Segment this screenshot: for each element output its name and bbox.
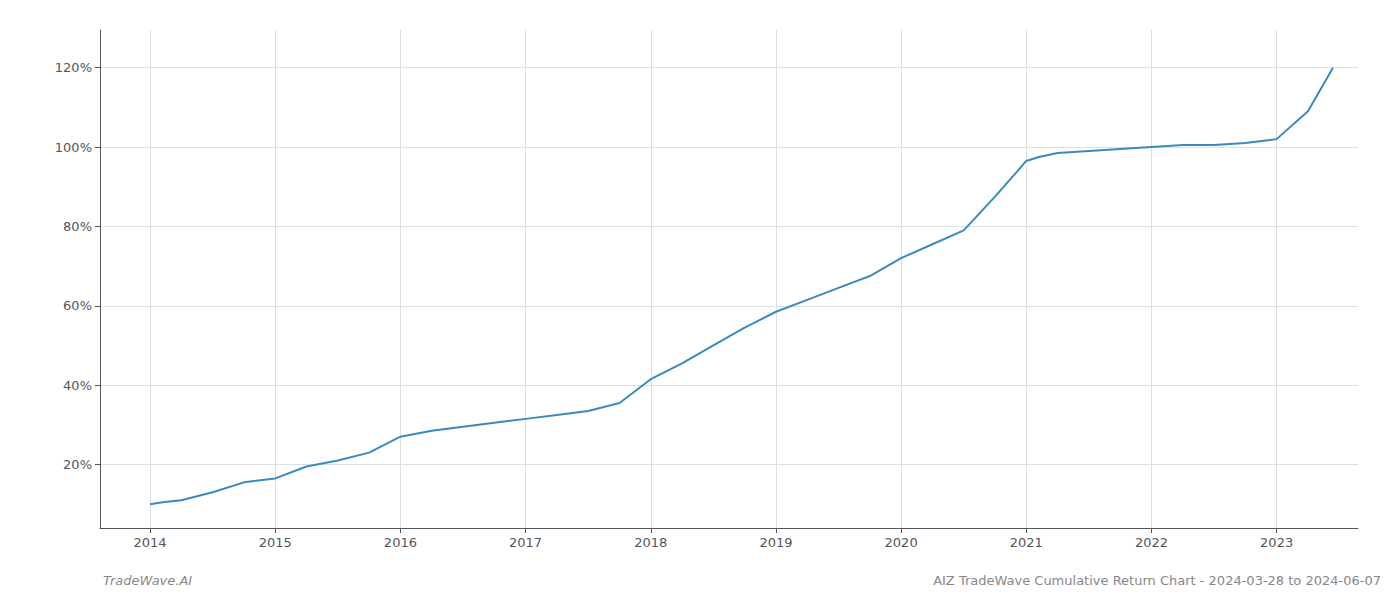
- svg-text:80%: 80%: [63, 219, 92, 234]
- svg-text:60%: 60%: [63, 298, 92, 313]
- svg-text:2021: 2021: [1010, 535, 1043, 550]
- svg-text:TradeWave.AI: TradeWave.AI: [103, 573, 192, 588]
- svg-text:40%: 40%: [63, 378, 92, 393]
- svg-text:2023: 2023: [1260, 535, 1293, 550]
- svg-text:2022: 2022: [1135, 535, 1168, 550]
- svg-text:100%: 100%: [55, 140, 92, 155]
- svg-text:2016: 2016: [384, 535, 417, 550]
- svg-text:2020: 2020: [885, 535, 918, 550]
- svg-text:20%: 20%: [63, 457, 92, 472]
- svg-text:2018: 2018: [634, 535, 667, 550]
- svg-text:120%: 120%: [55, 60, 92, 75]
- svg-text:2019: 2019: [759, 535, 792, 550]
- svg-text:2015: 2015: [259, 535, 292, 550]
- svg-text:AIZ TradeWave Cumulative Retur: AIZ TradeWave Cumulative Return Chart - …: [933, 573, 1381, 588]
- svg-text:2014: 2014: [134, 535, 167, 550]
- svg-text:2017: 2017: [509, 535, 542, 550]
